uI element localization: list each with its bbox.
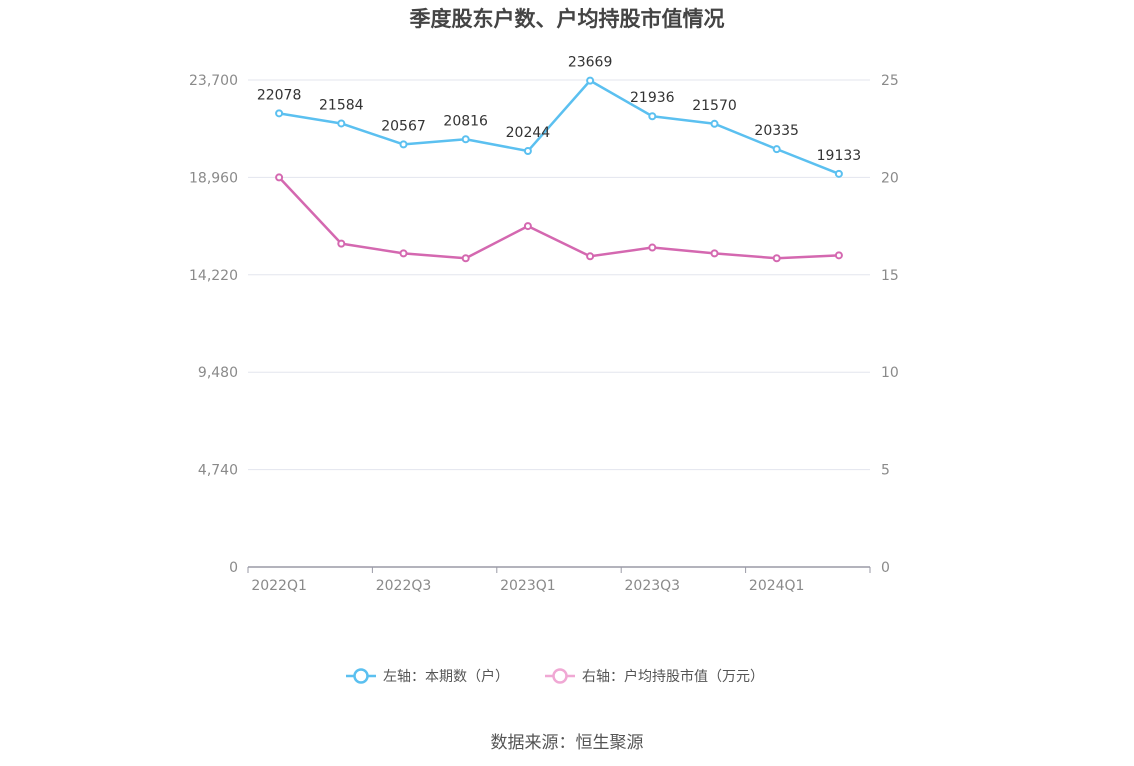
- left-tick-label: 4,740: [198, 463, 238, 479]
- grid: [248, 79, 870, 471]
- legend-item[interactable]: 右轴：户均持股市值（万元）: [545, 668, 764, 685]
- data-point[interactable]: [586, 252, 595, 261]
- legend-label: 左轴：本期数（户）: [383, 668, 509, 685]
- right-tick-label: 5: [881, 463, 890, 479]
- data-label: 20816: [443, 113, 488, 129]
- series-line: [278, 79, 840, 176]
- data-point[interactable]: [337, 239, 346, 248]
- legend[interactable]: 左轴：本期数（户） 右轴：户均持股市值（万元）: [346, 668, 764, 685]
- series-avg-holding-value: [275, 173, 843, 263]
- left-tick-label: 23,700: [189, 73, 238, 89]
- data-label: 22078: [257, 87, 302, 103]
- data-point[interactable]: [523, 222, 532, 231]
- x-tick-label: 2024Q1: [749, 578, 805, 594]
- data-point[interactable]: [523, 147, 532, 156]
- data-point[interactable]: [275, 109, 284, 118]
- data-point[interactable]: [275, 173, 284, 182]
- legend-item[interactable]: 左轴：本期数（户）: [346, 668, 509, 685]
- x-axis: 2022Q1 2022Q3 2023Q1 2023Q3 2024Q1: [247, 566, 871, 594]
- data-label: 21570: [692, 98, 737, 114]
- data-point[interactable]: [586, 76, 595, 85]
- legend-marker: [552, 668, 568, 684]
- series-line: [278, 176, 839, 260]
- data-point[interactable]: [834, 251, 843, 260]
- left-tick-label: 0: [229, 560, 238, 576]
- x-tick-label: 2022Q3: [376, 578, 432, 594]
- data-point[interactable]: [399, 140, 408, 149]
- data-point[interactable]: [648, 243, 657, 252]
- data-label: 21584: [319, 97, 364, 113]
- data-point[interactable]: [772, 145, 781, 154]
- chart-title: 季度股东户数、户均持股市值情况: [410, 7, 725, 31]
- x-tick-label: 2023Q1: [500, 578, 556, 594]
- data-point[interactable]: [710, 249, 719, 258]
- right-tick-label: 0: [881, 560, 890, 576]
- legend-marker: [353, 668, 369, 684]
- right-tick-label: 20: [881, 170, 899, 186]
- series-layer: 22078 21584 20567 20816 20244 23669 21936 21570…: [257, 55, 862, 263]
- data-label: 20335: [754, 123, 799, 139]
- data-label: 23669: [568, 55, 613, 71]
- right-tick-label: 10: [881, 365, 899, 381]
- data-point[interactable]: [710, 119, 719, 128]
- left-tick-label: 14,220: [189, 268, 238, 284]
- legend-label: 右轴：户均持股市值（万元）: [582, 668, 764, 685]
- right-axis: 0 5 10 15 20 25: [881, 73, 899, 576]
- right-tick-label: 15: [881, 268, 899, 284]
- series-shareholder-count: 22078 21584 20567 20816 20244 23669 21936 21570…: [257, 55, 862, 178]
- data-point[interactable]: [461, 135, 470, 144]
- data-point[interactable]: [461, 254, 470, 263]
- left-axis: 0 4,740 9,480 14,220 18,960 23,700: [189, 73, 238, 576]
- left-tick-label: 9,480: [198, 365, 238, 381]
- right-tick-label: 25: [881, 73, 899, 89]
- data-point[interactable]: [648, 112, 657, 121]
- left-tick-label: 18,960: [189, 170, 238, 186]
- data-label: 21936: [630, 90, 675, 106]
- data-point[interactable]: [834, 169, 843, 178]
- data-label: 20244: [506, 125, 551, 141]
- source-text: 数据来源：恒生聚源: [491, 733, 644, 753]
- data-label: 20567: [381, 118, 426, 134]
- x-tick-label: 2022Q1: [251, 578, 307, 594]
- data-point[interactable]: [772, 254, 781, 263]
- data-point[interactable]: [399, 249, 408, 258]
- data-point[interactable]: [337, 119, 346, 128]
- data-label: 19133: [817, 148, 862, 164]
- x-tick-label: 2023Q3: [625, 578, 681, 594]
